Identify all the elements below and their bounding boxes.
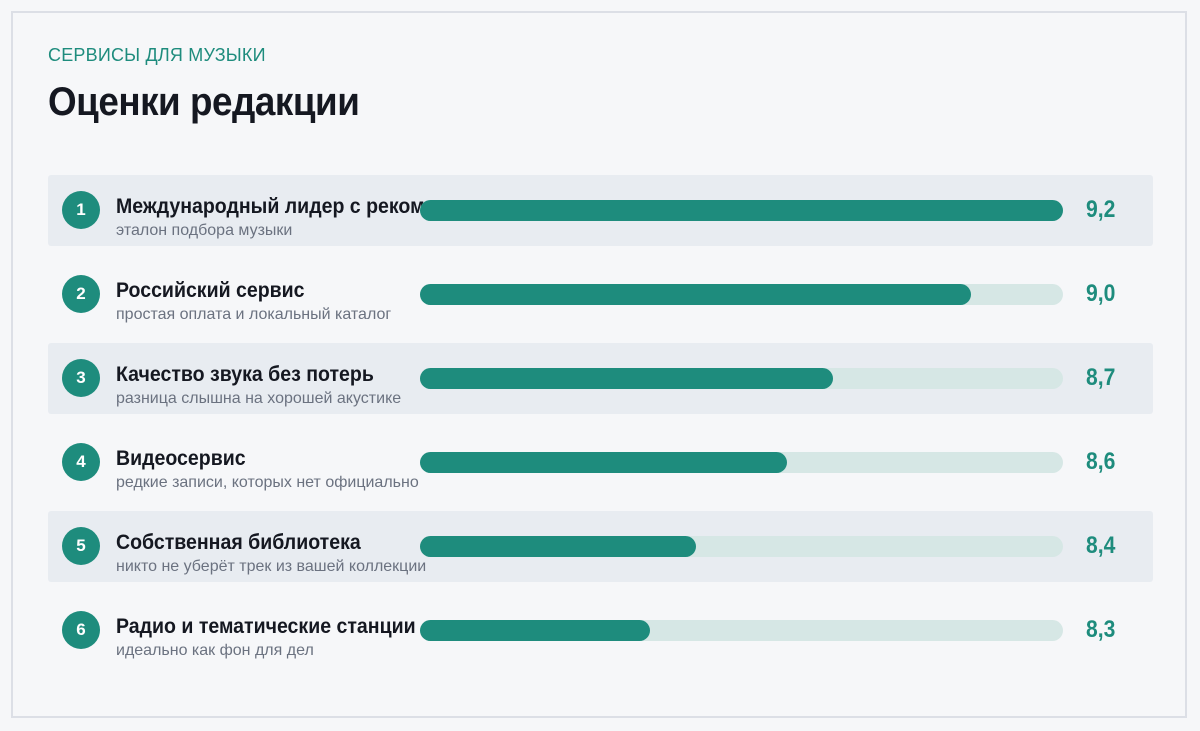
service-note: эталон подбора музыки	[116, 222, 293, 239]
list-item: 1 Международный лидер с рекомендациями э…	[48, 175, 1153, 246]
service-name: Российский сервис	[116, 279, 305, 302]
list-item: 5 Собственная библиотека никто не уберёт…	[48, 511, 1153, 582]
service-name: Собственная библиотека	[116, 531, 361, 554]
score-bar-fill	[420, 368, 834, 389]
rank-badge: 2	[62, 275, 100, 313]
score-bar-fill	[420, 200, 1063, 221]
score-bar	[420, 368, 1063, 389]
rank-badge: 3	[62, 359, 100, 397]
list-item: 2 Российский сервис простая оплата и лок…	[48, 259, 1153, 330]
score-value: 8,4	[1086, 532, 1116, 559]
score-value: 8,6	[1086, 448, 1116, 475]
score-bar	[420, 536, 1063, 557]
service-note: простая оплата и локальный каталог	[116, 306, 392, 323]
score-value: 9,0	[1086, 280, 1116, 307]
score-bar-fill	[420, 452, 788, 473]
score-bar	[420, 284, 1063, 305]
service-note: разница слышна на хорошей акустике	[116, 390, 402, 407]
service-note: редкие записи, которых нет официально	[116, 474, 419, 491]
page-title: Оценки редакции	[48, 80, 360, 124]
score-bar	[420, 620, 1063, 641]
list-item: 4 Видеосервис редкие записи, которых нет…	[48, 427, 1153, 498]
service-name: Радио и тематические станции	[116, 615, 416, 638]
score-bar-fill	[420, 284, 972, 305]
score-value: 9,2	[1086, 196, 1116, 223]
rank-badge: 6	[62, 611, 100, 649]
rank-badge: 4	[62, 443, 100, 481]
service-note: никто не уберёт трек из вашей коллекции	[116, 558, 427, 575]
score-bar	[420, 200, 1063, 221]
rank-badge: 1	[62, 191, 100, 229]
score-value: 8,3	[1086, 616, 1116, 643]
list-item: 3 Качество звука без потерь разница слыш…	[48, 343, 1153, 414]
score-value: 8,7	[1086, 364, 1116, 391]
list-item: 6 Радио и тематические станции идеально …	[48, 595, 1153, 666]
score-bar	[420, 452, 1063, 473]
service-note: идеально как фон для дел	[116, 642, 314, 659]
section-eyebrow: СЕРВИСЫ ДЛЯ МУЗЫКИ	[48, 45, 266, 65]
ratings-list: 1 Международный лидер с рекомендациями э…	[48, 175, 1153, 679]
score-bar-fill	[420, 620, 650, 641]
score-bar-fill	[420, 536, 696, 557]
rank-badge: 5	[62, 527, 100, 565]
service-name: Качество звука без потерь	[116, 363, 374, 386]
service-name: Видеосервис	[116, 447, 246, 470]
